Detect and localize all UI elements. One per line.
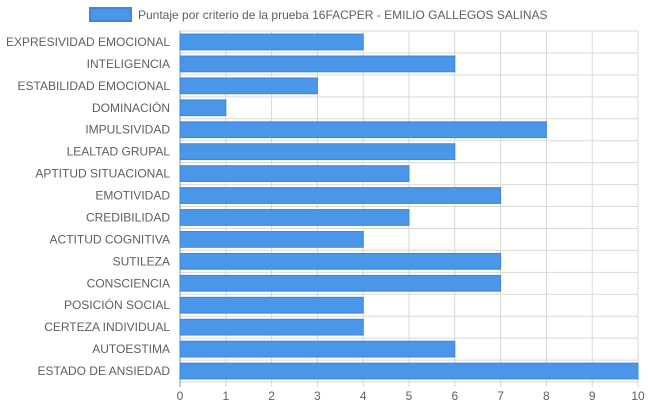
bar[interactable]	[179, 77, 318, 95]
category-label: DOMINACIÓN	[92, 100, 170, 115]
category-label: LEALTAD GRUPAL	[67, 145, 171, 159]
x-tick-label: 2	[268, 389, 275, 403]
category-label: ACTITUD COGNITIVA	[50, 232, 170, 246]
bar[interactable]	[179, 318, 364, 336]
bar[interactable]	[179, 99, 227, 117]
bar[interactable]	[179, 362, 639, 380]
bar[interactable]	[179, 121, 547, 139]
bars	[179, 33, 639, 380]
category-label: IMPULSIVIDAD	[85, 123, 170, 137]
legend-swatch	[89, 7, 132, 22]
bar[interactable]	[179, 296, 364, 314]
bar[interactable]	[179, 209, 410, 226]
x-tick-label: 1	[222, 389, 229, 403]
bar[interactable]	[179, 252, 502, 270]
bar[interactable]	[179, 274, 502, 292]
x-tick-label: 3	[314, 389, 321, 403]
category-label: ESTADO DE ANSIEDAD	[38, 364, 171, 378]
category-label: POSICIÓN SOCIAL	[64, 297, 170, 312]
category-label: APTITUD SITUACIONAL	[35, 167, 170, 181]
category-label: CONSCIENCIA	[87, 276, 170, 290]
category-label: ESTABILIDAD EMOCIONAL	[18, 79, 171, 93]
bar[interactable]	[179, 33, 364, 51]
category-labels: EXPRESIVIDAD EMOCIONAL INTELIGENCIA ESTABI…	[6, 35, 170, 378]
category-label: CERTEZA INDIVIDUAL	[44, 320, 170, 334]
bar[interactable]	[179, 143, 456, 161]
category-label: EXPRESIVIDAD EMOCIONAL	[6, 35, 170, 49]
bar[interactable]	[179, 165, 410, 182]
category-label: CREDIBILIDAD	[86, 210, 170, 224]
x-tick-label: 10	[631, 389, 645, 403]
category-label: INTELIGENCIA	[87, 57, 170, 71]
category-label: EMOTIVIDAD	[95, 189, 170, 203]
bar[interactable]	[179, 55, 456, 73]
category-label: AUTOESTIMA	[92, 342, 170, 356]
grid	[179, 30, 639, 387]
legend-label: Puntaje por criterio de la prueba 16FACP…	[138, 8, 548, 22]
bar[interactable]	[179, 187, 502, 204]
x-tick-label: 8	[543, 389, 550, 403]
x-tick-label: 7	[497, 389, 504, 403]
category-label: SUTILEZA	[113, 254, 170, 268]
x-tick-label: 0	[177, 389, 184, 403]
x-tick-label: 6	[451, 389, 458, 403]
x-tick-label: 4	[360, 389, 367, 403]
bar[interactable]	[179, 231, 364, 248]
x-axis-ticks: 0 1 2 3 4 5 6 7 8 9 10	[177, 389, 645, 403]
x-tick-label: 9	[589, 389, 596, 403]
x-tick-label: 5	[406, 389, 413, 403]
bar[interactable]	[179, 340, 456, 358]
legend[interactable]: Puntaje por criterio de la prueba 16FACP…	[89, 7, 548, 22]
